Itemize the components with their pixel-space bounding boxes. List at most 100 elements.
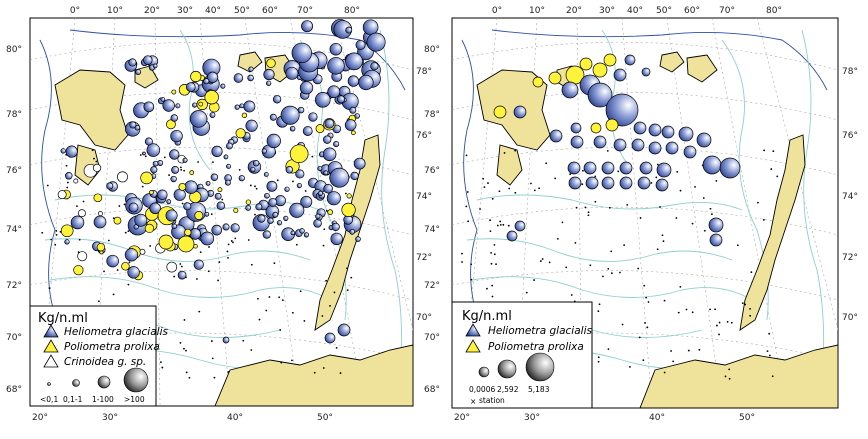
catch-bubble: [224, 179, 231, 186]
catch-bubble: [96, 242, 106, 252]
station-dot: [710, 213, 713, 216]
catch-bubble: [315, 213, 321, 219]
catch-bubble: [313, 219, 322, 228]
station-dot: [278, 296, 281, 299]
catch-bubble: [152, 63, 158, 69]
left-tick-label: 74°: [424, 225, 440, 235]
station-dot: [179, 263, 182, 265]
station-dot: [659, 206, 661, 208]
catch-bubble: [327, 85, 341, 99]
station-dot: [508, 187, 511, 190]
station-dot: [646, 326, 649, 329]
station-dot: [768, 354, 771, 357]
catch-bubble: [341, 202, 356, 218]
catch-bubble: [284, 186, 290, 192]
catch-bubble: [323, 183, 333, 194]
station-dot: [714, 308, 717, 311]
station-dot: [249, 184, 252, 187]
station-dot: [78, 238, 81, 241]
top-tick-label: 50°: [234, 6, 250, 16]
station-dot: [503, 152, 506, 154]
catch-bubble: [257, 214, 266, 223]
catch-bubble: [171, 89, 177, 95]
catch-bubble: [166, 199, 172, 205]
catch-bubble: [214, 192, 222, 200]
catch-bubble: [314, 92, 331, 108]
station-dot: [685, 308, 688, 311]
station-dot: [183, 169, 186, 172]
catch-bubble: [353, 157, 366, 170]
station-dot: [489, 230, 492, 233]
station-dot: [584, 206, 587, 209]
catch-bubble: [266, 180, 278, 192]
station-x-icon: ×: [470, 397, 476, 406]
catch-bubble: [142, 151, 146, 156]
catch-bubble: [579, 57, 593, 71]
station-dot: [149, 245, 152, 247]
catch-bubble: [190, 70, 202, 83]
catch-bubble: [329, 42, 343, 56]
svalbard-left: [54, 69, 129, 151]
station-dot: [254, 185, 256, 188]
station-dot: [346, 267, 348, 270]
right-legend-label-poliometra: Poliometra prolixa: [488, 341, 584, 353]
station-dot: [311, 155, 314, 158]
franz-josef-right: [659, 51, 685, 73]
station-dot: [661, 234, 664, 237]
station-dot: [610, 272, 613, 275]
station-dot: [95, 160, 98, 163]
right-tick-label: 78°: [842, 67, 858, 77]
station-dot: [610, 250, 613, 253]
station-dot: [642, 359, 645, 362]
left-size-label-1: <0,1: [40, 395, 58, 404]
station-dot: [570, 294, 573, 296]
novaya-zemlya-right: [739, 134, 806, 331]
station-dot: [656, 248, 659, 251]
station-dot: [163, 156, 166, 159]
station-dot: [346, 289, 349, 292]
catch-bubble: [601, 161, 615, 175]
bottom-tick-label: 40°: [649, 413, 665, 423]
station-dot: [716, 324, 718, 327]
franz-josef-right-2: [686, 54, 718, 83]
catch-bubble: [266, 133, 281, 149]
catch-bubble: [648, 141, 662, 155]
station-dot: [639, 217, 642, 219]
catch-bubble: [333, 141, 340, 148]
station-dot: [54, 243, 57, 246]
station-dot: [291, 359, 293, 362]
catch-bubble: [127, 266, 140, 279]
station-dot: [750, 271, 753, 274]
catch-bubble: [592, 62, 608, 78]
catch-bubble: [106, 182, 114, 190]
left-catch-bubbles: [57, 19, 386, 344]
bottom-tick-label: 50°: [317, 413, 333, 423]
station-dot: [173, 275, 176, 278]
catch-bubble: [613, 138, 627, 152]
right-size-label-3: 5,183: [528, 385, 550, 394]
catch-bubble: [233, 207, 239, 213]
catch-bubble: [709, 233, 723, 247]
catch-bubble: [152, 160, 159, 167]
top-tick-label: 10°: [107, 6, 123, 16]
station-dot: [183, 347, 185, 350]
station-dot: [672, 360, 675, 363]
catch-bubble: [350, 171, 359, 181]
catch-bubble: [514, 220, 526, 232]
left-tick-label: 78°: [6, 110, 22, 120]
station-dot: [280, 361, 283, 364]
catch-bubble: [170, 129, 183, 143]
station-dot: [597, 356, 600, 359]
station-dot: [598, 303, 601, 306]
station-dot: [736, 244, 739, 247]
catch-bubble: [283, 215, 289, 221]
catch-bubble: [220, 83, 226, 89]
bottom-tick-label: 50°: [739, 413, 755, 423]
right-tick-label: 70°: [842, 313, 858, 323]
catch-bubble: [337, 95, 346, 104]
catch-bubble: [585, 176, 599, 190]
catch-bubble: [189, 170, 195, 175]
station-dot: [644, 322, 646, 324]
catch-bubble: [593, 135, 607, 149]
